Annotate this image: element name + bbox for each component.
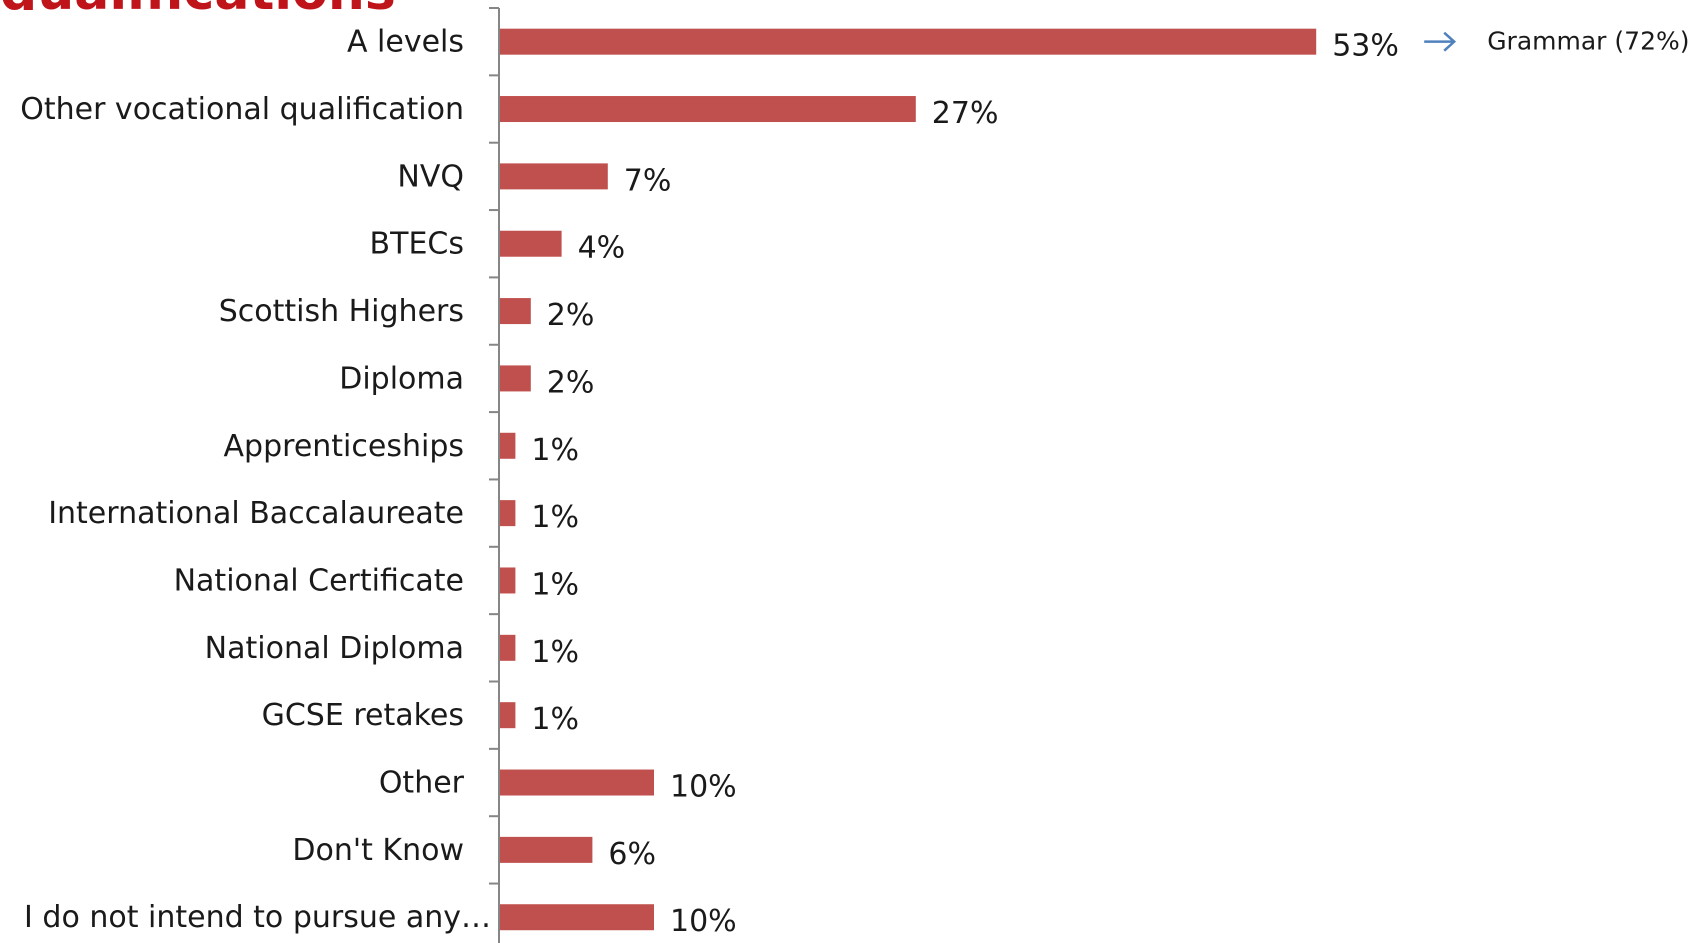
annotation: Grammar (72%) [1424, 27, 1689, 56]
value-label: 1% [531, 433, 579, 468]
arrow-right-icon [1424, 31, 1457, 52]
bar [500, 904, 654, 931]
value-label: 1% [531, 702, 579, 737]
category-label: Don't Know [292, 833, 464, 868]
y-axis-ticks [489, 7, 499, 885]
category-label: Other vocational qualification [20, 92, 464, 127]
value-label: 2% [547, 365, 595, 400]
category-label: International Baccalaureate [48, 496, 464, 531]
category-label: BTECs [370, 227, 464, 262]
category-label: Other [379, 766, 465, 801]
value-label: 2% [547, 298, 595, 333]
bar [500, 836, 593, 863]
value-label: 1% [531, 567, 579, 602]
bars [500, 28, 1317, 931]
category-labels: A levels Other vocational qualification NV… [20, 25, 491, 936]
category-label: National Diploma [205, 631, 464, 666]
bar [500, 567, 516, 594]
annotation-text: Grammar (72%) [1487, 27, 1689, 56]
bar [500, 230, 562, 257]
category-label: Apprenticeships [224, 429, 464, 464]
chart-title: qualifications [0, 0, 396, 10]
value-label: 7% [624, 163, 672, 198]
category-label: National Certificate [174, 563, 464, 598]
bar [500, 96, 916, 123]
bar [500, 634, 516, 661]
value-label: 10% [670, 904, 737, 939]
bar [500, 769, 654, 796]
bar [500, 702, 516, 729]
category-label: Scottish Highers [219, 294, 464, 329]
bar [500, 365, 531, 392]
category-label: I do not intend to pursue any… [24, 900, 491, 935]
bar [500, 298, 531, 325]
value-label: 1% [531, 500, 579, 535]
category-label: NVQ [397, 159, 464, 194]
bar [500, 163, 608, 190]
bar [500, 500, 516, 527]
value-label: 53% [1332, 29, 1399, 64]
bar [500, 28, 1317, 55]
category-label: A levels [347, 25, 464, 60]
value-label: 4% [578, 231, 626, 266]
value-labels: 53% 27% 7% 4% 2% 2% 1% 1% 1% 1% 1% 10% 6% 10% [531, 29, 1398, 940]
value-label: 6% [608, 837, 656, 872]
bar [500, 432, 516, 459]
value-label: 1% [531, 635, 579, 670]
category-label: Diploma [339, 361, 464, 396]
category-label: GCSE retakes [262, 698, 464, 733]
value-label: 10% [670, 770, 737, 805]
value-label: 27% [932, 96, 999, 131]
